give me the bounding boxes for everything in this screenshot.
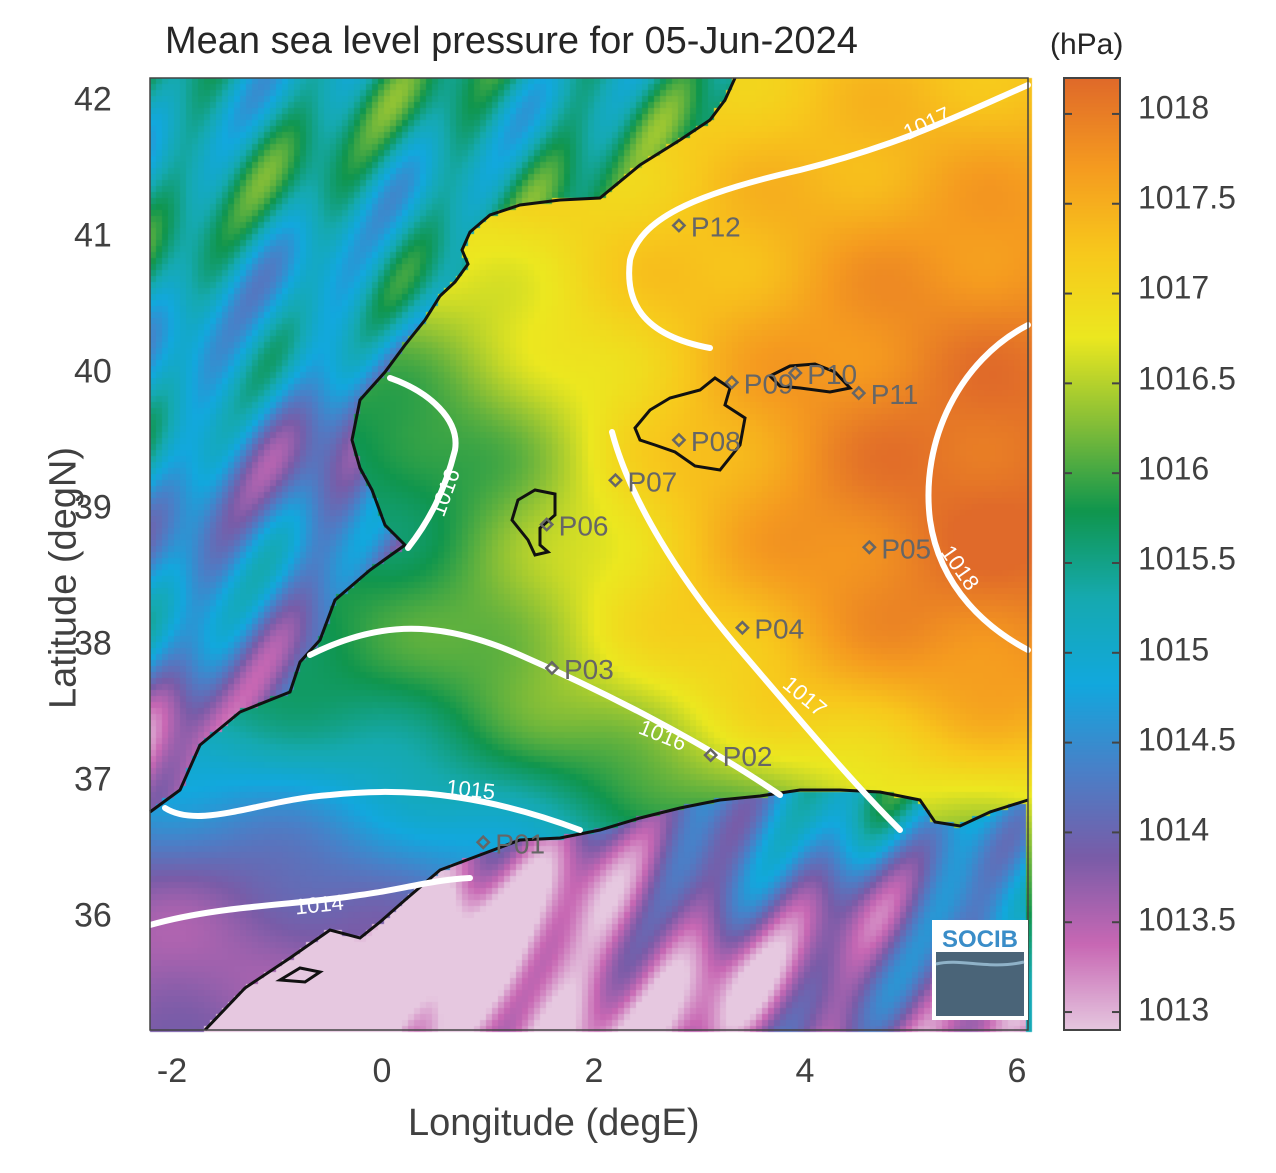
isobar-label: 1017 bbox=[778, 671, 832, 722]
station-marker bbox=[671, 218, 687, 233]
colorbar-tick-label: 1013 bbox=[1138, 991, 1210, 1028]
colorbar-frame bbox=[1063, 77, 1121, 1031]
station-label: P11 bbox=[871, 379, 919, 410]
chart-title: Mean sea level pressure for 05-Jun-2024 bbox=[165, 20, 858, 62]
isobar-line bbox=[609, 429, 903, 833]
coastline-island bbox=[275, 966, 324, 984]
colorbar-tick-label: 1017.5 bbox=[1138, 179, 1236, 216]
x-tick-label: 4 bbox=[795, 1052, 815, 1090]
axes-frames bbox=[149, 77, 1121, 1031]
socib-logo: SOCIB bbox=[932, 920, 1028, 1020]
y-tick-label: 38 bbox=[74, 624, 112, 663]
x-axis-label: Longitude (degE) bbox=[408, 1102, 700, 1144]
isobar-label: 1017 bbox=[899, 102, 954, 145]
station-marker bbox=[703, 747, 719, 763]
station-label: P05 bbox=[881, 533, 931, 564]
y-tick-label: 37 bbox=[74, 760, 112, 799]
coastline-africa bbox=[203, 788, 1029, 1032]
isobar-label: 1016 bbox=[635, 714, 690, 756]
station-label: P10 bbox=[807, 359, 857, 390]
y-tick-label: 39 bbox=[74, 488, 112, 527]
station-label: P06 bbox=[559, 511, 609, 542]
isobar-line bbox=[387, 375, 459, 551]
logo-text: SOCIB bbox=[942, 926, 1018, 953]
isobar-label: 1016 bbox=[425, 465, 465, 520]
colorbar-tick-label: 1015.5 bbox=[1138, 540, 1236, 577]
isobar-line bbox=[147, 875, 473, 928]
station-label: P01 bbox=[495, 828, 545, 859]
colorbar-tick-label: 1014 bbox=[1138, 811, 1210, 848]
station-label: P07 bbox=[627, 466, 677, 497]
coastline-layer bbox=[149, 77, 1029, 1032]
station-marker bbox=[671, 432, 687, 448]
station-label: P08 bbox=[691, 426, 741, 457]
coastline-island bbox=[633, 376, 747, 472]
colorbar-tick-label: 1016.5 bbox=[1138, 360, 1236, 397]
y-axis-label: Latitude (degN) bbox=[42, 447, 85, 709]
x-tick-label: 0 bbox=[372, 1052, 392, 1090]
coastline-island bbox=[767, 362, 853, 394]
colorbar-tick-label: 1013.5 bbox=[1138, 901, 1236, 938]
station-marker bbox=[787, 365, 803, 381]
station-marker bbox=[475, 834, 491, 850]
station-marker bbox=[851, 385, 867, 401]
station-label: P02 bbox=[723, 741, 773, 772]
station-label: P04 bbox=[754, 614, 804, 645]
station-label: P09 bbox=[744, 368, 794, 399]
isobar-line bbox=[626, 82, 1031, 351]
isobar-label: 1014 bbox=[294, 890, 345, 920]
plot-frame bbox=[149, 77, 1029, 1031]
colorbar-tick-label: 1016 bbox=[1138, 450, 1210, 487]
isobar-line bbox=[925, 322, 1031, 653]
isobar-line bbox=[162, 788, 583, 833]
colorbar-tick-label: 1015 bbox=[1138, 631, 1210, 668]
logo-header bbox=[936, 924, 1024, 952]
isobar-label: 1015 bbox=[445, 775, 496, 805]
station-marker bbox=[539, 517, 555, 532]
station-label: P12 bbox=[691, 211, 741, 242]
station-marker bbox=[734, 620, 750, 636]
station-marker bbox=[544, 660, 560, 676]
logo-wave bbox=[935, 960, 1025, 967]
y-tick-label: 36 bbox=[74, 896, 112, 935]
station-label: P03 bbox=[564, 654, 614, 685]
coastline-mainland bbox=[149, 77, 737, 814]
station-marker bbox=[724, 374, 740, 390]
colorbar-tick-label: 1018 bbox=[1138, 89, 1210, 126]
x-tick-label: 2 bbox=[584, 1052, 604, 1090]
y-tick-label: 42 bbox=[74, 80, 112, 119]
colorbar-tick-label: 1014.5 bbox=[1138, 721, 1236, 758]
isobar-line bbox=[307, 625, 783, 798]
coastline-island bbox=[510, 488, 557, 557]
station-marker bbox=[608, 472, 623, 488]
x-tick-label: 6 bbox=[1007, 1052, 1027, 1090]
y-tick-label: 40 bbox=[74, 352, 112, 391]
x-tick-label: -2 bbox=[156, 1052, 188, 1090]
colorbar-unit-label: (hPa) bbox=[1050, 28, 1124, 61]
colorbar-tick-label: 1017 bbox=[1138, 269, 1210, 306]
y-tick-label: 41 bbox=[74, 216, 112, 255]
station-marker bbox=[861, 539, 877, 555]
